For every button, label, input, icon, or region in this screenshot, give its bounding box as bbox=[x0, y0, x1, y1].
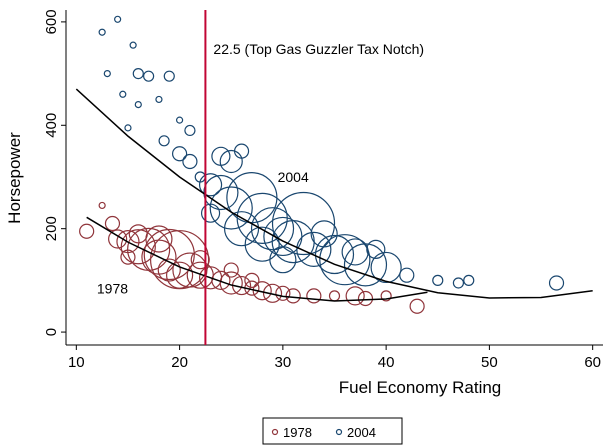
point bbox=[119, 90, 127, 98]
point bbox=[171, 146, 188, 162]
point bbox=[198, 173, 223, 197]
point bbox=[399, 267, 415, 283]
point bbox=[328, 290, 341, 302]
point bbox=[120, 249, 136, 265]
point bbox=[409, 298, 425, 314]
point bbox=[250, 207, 295, 251]
point bbox=[463, 274, 475, 286]
point bbox=[163, 70, 175, 82]
point bbox=[98, 201, 106, 210]
x-axis-title: Fuel Economy Rating bbox=[339, 378, 502, 397]
point bbox=[306, 288, 322, 304]
point bbox=[223, 262, 239, 278]
point bbox=[233, 143, 250, 159]
legend-box bbox=[262, 417, 403, 445]
point bbox=[219, 149, 243, 174]
point bbox=[452, 277, 465, 289]
point bbox=[143, 70, 155, 82]
x-tick-label: 50 bbox=[481, 354, 498, 371]
point bbox=[108, 229, 128, 249]
point bbox=[548, 275, 565, 291]
point bbox=[296, 231, 332, 267]
point bbox=[244, 226, 280, 262]
annotation: 1978 bbox=[97, 280, 128, 296]
y-tick-label: 0 bbox=[43, 328, 60, 336]
point bbox=[252, 281, 272, 301]
point bbox=[219, 271, 243, 295]
point bbox=[175, 116, 184, 124]
point bbox=[143, 228, 195, 281]
point bbox=[271, 191, 336, 256]
point bbox=[132, 67, 144, 80]
point bbox=[127, 227, 171, 271]
point bbox=[155, 95, 163, 104]
legend-marker bbox=[271, 428, 279, 436]
point bbox=[184, 124, 196, 137]
point bbox=[262, 283, 283, 303]
point bbox=[380, 290, 392, 302]
point bbox=[223, 211, 260, 247]
point bbox=[79, 223, 95, 239]
point bbox=[165, 261, 194, 289]
point bbox=[341, 238, 369, 266]
point bbox=[200, 203, 221, 223]
point bbox=[357, 290, 374, 307]
point bbox=[269, 246, 297, 274]
legend-marker bbox=[335, 428, 343, 436]
point bbox=[314, 234, 355, 275]
point bbox=[172, 252, 208, 288]
point bbox=[103, 69, 111, 78]
annotation: 2004 bbox=[278, 169, 309, 185]
y-tick-label: 400 bbox=[43, 113, 60, 138]
point bbox=[432, 274, 444, 286]
x-tick-label: 60 bbox=[584, 354, 601, 371]
x-tick-label: 30 bbox=[275, 354, 292, 371]
point bbox=[124, 124, 132, 132]
x-tick-label: 10 bbox=[68, 354, 85, 371]
point bbox=[120, 229, 156, 265]
fit-line bbox=[86, 216, 428, 302]
point bbox=[157, 258, 181, 282]
point bbox=[209, 186, 253, 230]
point bbox=[366, 239, 386, 259]
point bbox=[182, 153, 198, 170]
point bbox=[190, 250, 210, 270]
x-tick-label: 20 bbox=[171, 354, 188, 371]
reference-label: 22.5 (Top Gas Guzzler Tax Notch) bbox=[213, 41, 424, 57]
point bbox=[319, 234, 371, 286]
point bbox=[134, 101, 142, 109]
legend-label: 1978 bbox=[283, 425, 312, 440]
point bbox=[104, 215, 121, 232]
point bbox=[203, 174, 239, 211]
y-tick-label: 600 bbox=[43, 9, 60, 34]
point bbox=[285, 288, 301, 304]
y-axis-title: Horsepower bbox=[5, 132, 24, 224]
point bbox=[370, 251, 402, 284]
point bbox=[158, 135, 170, 147]
point bbox=[129, 41, 137, 49]
point bbox=[244, 272, 260, 288]
legend-label: 2004 bbox=[347, 425, 376, 440]
point bbox=[263, 216, 303, 257]
point bbox=[236, 192, 288, 244]
point bbox=[345, 286, 365, 306]
point bbox=[275, 285, 291, 301]
y-tick-label: 200 bbox=[43, 216, 60, 241]
point bbox=[310, 220, 338, 248]
fit-line bbox=[75, 88, 593, 299]
point bbox=[211, 270, 231, 290]
point bbox=[98, 28, 106, 36]
point bbox=[114, 15, 122, 23]
point bbox=[128, 224, 148, 244]
x-tick-label: 40 bbox=[378, 354, 395, 371]
